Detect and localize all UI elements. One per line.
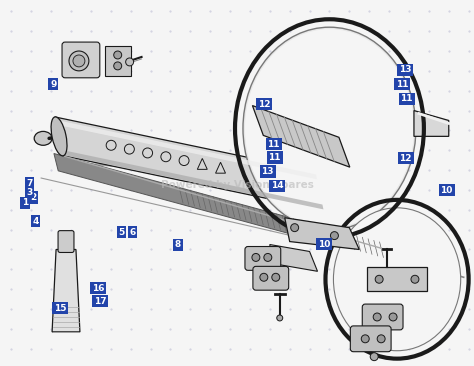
- Circle shape: [375, 275, 383, 283]
- Text: 15: 15: [54, 304, 66, 313]
- FancyBboxPatch shape: [62, 42, 100, 78]
- Text: 9: 9: [50, 80, 56, 89]
- FancyBboxPatch shape: [105, 46, 131, 76]
- FancyBboxPatch shape: [58, 231, 74, 253]
- Circle shape: [272, 273, 280, 281]
- FancyBboxPatch shape: [350, 326, 391, 352]
- Circle shape: [277, 315, 283, 321]
- Text: 1: 1: [22, 198, 28, 208]
- Text: 11: 11: [268, 153, 281, 162]
- Polygon shape: [61, 121, 317, 179]
- Text: 12: 12: [400, 154, 412, 163]
- Circle shape: [330, 232, 338, 240]
- Circle shape: [373, 313, 381, 321]
- Text: 10: 10: [440, 186, 453, 195]
- Ellipse shape: [333, 208, 461, 351]
- Circle shape: [291, 224, 299, 232]
- Polygon shape: [253, 105, 350, 167]
- Polygon shape: [55, 117, 324, 210]
- Text: 6: 6: [129, 228, 136, 236]
- Circle shape: [370, 353, 378, 361]
- Polygon shape: [270, 244, 318, 271]
- Circle shape: [264, 254, 272, 261]
- Text: 13: 13: [261, 167, 274, 176]
- Polygon shape: [414, 111, 449, 137]
- FancyBboxPatch shape: [253, 266, 289, 290]
- Text: 4: 4: [32, 217, 38, 225]
- Polygon shape: [52, 250, 80, 332]
- Text: 3: 3: [27, 188, 33, 197]
- Text: 2: 2: [30, 193, 36, 202]
- Circle shape: [126, 58, 134, 66]
- Polygon shape: [62, 150, 323, 209]
- Ellipse shape: [34, 131, 52, 145]
- Text: 11: 11: [267, 140, 280, 149]
- Ellipse shape: [243, 27, 416, 229]
- Polygon shape: [54, 153, 416, 268]
- Circle shape: [69, 51, 89, 71]
- Circle shape: [411, 275, 419, 283]
- Text: 11: 11: [401, 94, 413, 103]
- Text: 11: 11: [396, 80, 408, 89]
- FancyBboxPatch shape: [362, 304, 403, 330]
- Text: 14: 14: [271, 182, 283, 190]
- Polygon shape: [367, 267, 427, 291]
- Text: 7: 7: [27, 179, 33, 187]
- Text: 16: 16: [92, 284, 104, 293]
- Circle shape: [252, 254, 260, 261]
- Ellipse shape: [51, 117, 67, 156]
- Text: 10: 10: [318, 239, 330, 249]
- Circle shape: [389, 313, 397, 321]
- Ellipse shape: [245, 29, 414, 228]
- Circle shape: [114, 62, 122, 70]
- Circle shape: [114, 51, 122, 59]
- Polygon shape: [285, 218, 359, 250]
- FancyBboxPatch shape: [245, 247, 281, 270]
- Text: 17: 17: [94, 296, 107, 306]
- Circle shape: [377, 335, 385, 343]
- Text: 13: 13: [399, 65, 411, 74]
- Text: 8: 8: [175, 240, 181, 249]
- Circle shape: [260, 273, 268, 281]
- Text: 5: 5: [118, 228, 125, 236]
- Text: 12: 12: [258, 100, 271, 109]
- Circle shape: [361, 335, 369, 343]
- Text: Powered by Vision Spares: Powered by Vision Spares: [161, 180, 313, 190]
- Circle shape: [73, 55, 85, 67]
